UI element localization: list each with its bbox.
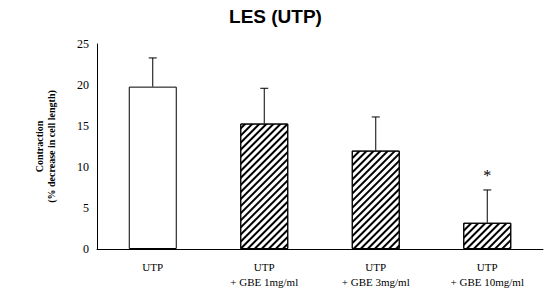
svg-text:UTP: UTP xyxy=(477,261,498,273)
svg-text:UTP: UTP xyxy=(142,261,163,273)
svg-text:(% decrease in cell length): (% decrease in cell length) xyxy=(46,90,58,203)
svg-text:+ GBE 1mg/ml: + GBE 1mg/ml xyxy=(230,276,298,288)
svg-text:15: 15 xyxy=(77,119,89,133)
svg-text:+ GBE 3mg/ml: + GBE 3mg/ml xyxy=(342,276,410,288)
svg-text:UTP: UTP xyxy=(365,261,386,273)
svg-text:LES (UTP): LES (UTP) xyxy=(229,6,322,27)
svg-text:5: 5 xyxy=(83,201,89,215)
svg-text:UTP: UTP xyxy=(254,261,275,273)
svg-text:10: 10 xyxy=(77,160,89,174)
svg-text:Contraction: Contraction xyxy=(34,120,45,172)
svg-text:0: 0 xyxy=(83,242,89,256)
svg-text:*: * xyxy=(483,167,491,184)
svg-text:25: 25 xyxy=(77,37,89,51)
svg-text:20: 20 xyxy=(77,78,89,92)
svg-text:+ GBE 10mg/ml: + GBE 10mg/ml xyxy=(451,276,524,288)
